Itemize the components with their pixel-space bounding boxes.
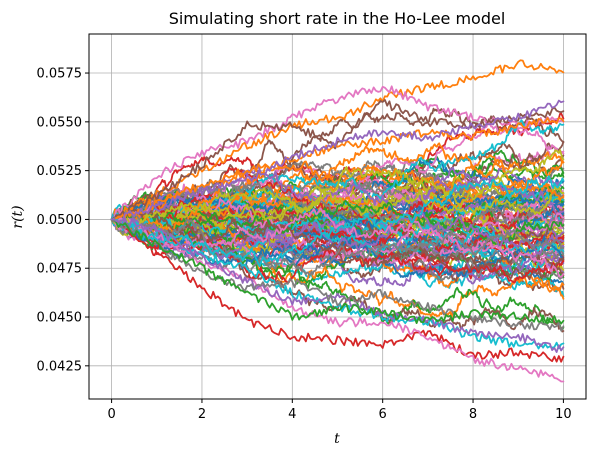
extreme-rate-path <box>110 217 565 325</box>
plot-frame <box>88 33 587 400</box>
extreme-rate-path <box>110 217 565 350</box>
x-axis-label: t <box>334 431 340 447</box>
x-tick-label: 8 <box>469 407 477 422</box>
extreme-rate-path <box>110 99 565 223</box>
simulated-rate-path <box>110 142 565 234</box>
simulated-rate-path <box>110 185 565 233</box>
y-axis-label: r(t) <box>10 205 26 228</box>
x-tick-label: 2 <box>198 407 206 422</box>
extreme-rate-path <box>110 117 565 221</box>
x-tick-label: 4 <box>288 407 296 422</box>
simulated-rate-path <box>110 210 565 260</box>
ticks-layer: 0 2 4 6 8 10 0.0425 0.0450 0.0475 0.0500 0.0525 0.0… <box>37 67 572 422</box>
y-tick-label: 0.0500 <box>37 213 83 228</box>
y-tick-label: 0.0450 <box>37 311 83 326</box>
y-tick-label: 0.0425 <box>37 359 83 374</box>
extreme-rate-path <box>110 218 565 332</box>
x-tick-label: 6 <box>379 407 387 422</box>
simulated-rate-path <box>110 207 565 276</box>
x-tick-label: 0 <box>107 407 115 422</box>
x-tick-label: 10 <box>555 407 572 422</box>
y-tick-label: 0.0575 <box>37 67 83 82</box>
y-tick-label: 0.0525 <box>37 164 83 179</box>
simulated-rate-path <box>110 149 565 234</box>
y-tick-label: 0.0475 <box>37 262 83 277</box>
y-tick-label: 0.0550 <box>37 115 83 130</box>
extreme-rate-path <box>110 99 565 223</box>
extreme-rate-path <box>110 215 565 353</box>
extreme-rate-path <box>110 217 565 363</box>
chart-title: Simulating short rate in the Ho-Lee mode… <box>169 9 506 28</box>
simulated-rate-path <box>110 175 565 268</box>
series-layer <box>110 59 565 383</box>
